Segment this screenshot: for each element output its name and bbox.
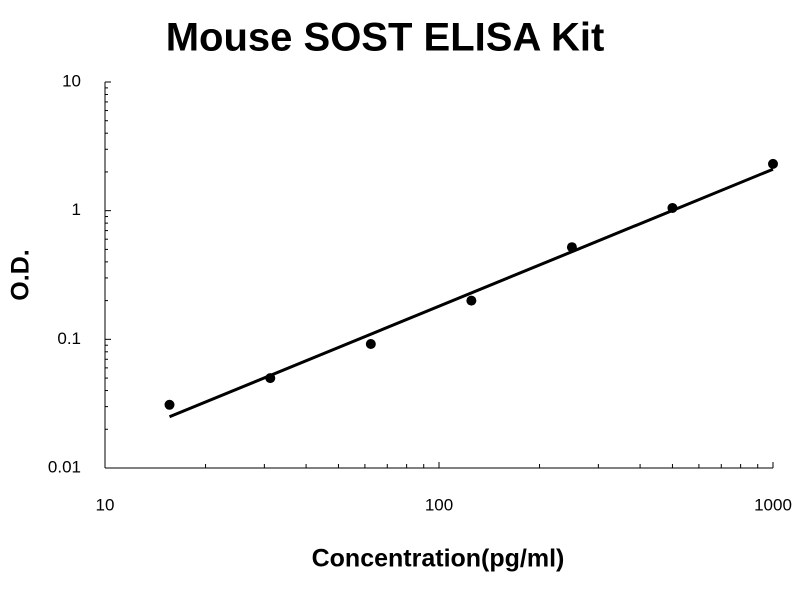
chart-title: Mouse SOST ELISA Kit xyxy=(166,16,605,60)
y-tick-label: 1 xyxy=(72,200,81,219)
data-point xyxy=(768,158,778,169)
x-tick-label: 1000 xyxy=(754,495,792,514)
data-point xyxy=(365,338,376,349)
data-point xyxy=(667,202,678,213)
y-axis-label: O.D. xyxy=(7,249,35,300)
data-point xyxy=(566,242,577,253)
y-tick-label: 0.1 xyxy=(57,329,81,348)
x-tick-label: 100 xyxy=(425,495,453,514)
y-tick-label: 10 xyxy=(62,71,81,90)
data-point xyxy=(466,295,477,306)
x-axis-label: Concentration(pg/ml) xyxy=(312,545,565,573)
data-point xyxy=(265,373,276,384)
x-tick-label: 10 xyxy=(96,495,115,514)
data-point xyxy=(164,399,175,410)
trend-line xyxy=(168,167,774,419)
y-tick-label: 0.01 xyxy=(48,457,81,476)
